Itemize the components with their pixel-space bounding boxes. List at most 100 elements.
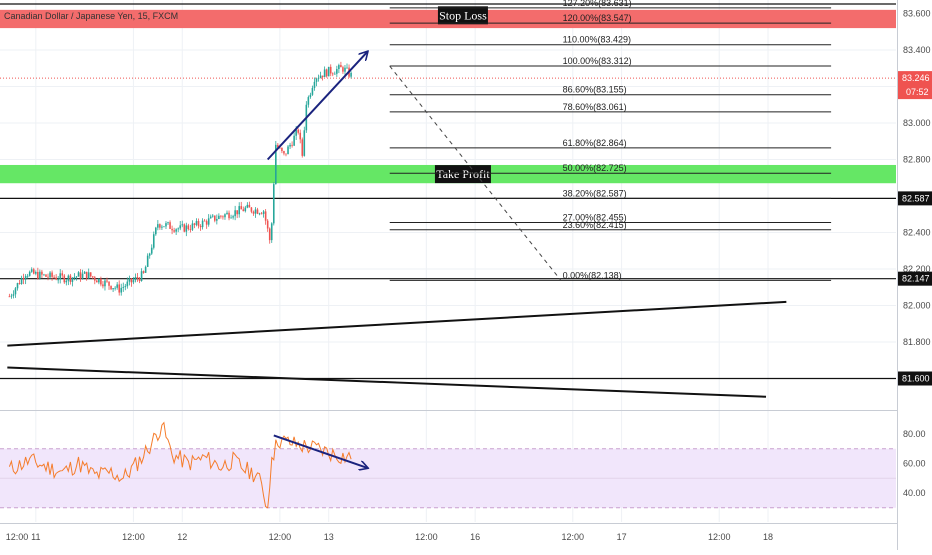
candle-body xyxy=(309,94,312,98)
time-tick-label: 12:00 xyxy=(415,532,438,542)
candle-body xyxy=(43,274,45,276)
candle-body xyxy=(285,153,287,155)
rsi-trend-arrow xyxy=(273,434,368,467)
fib-level-label: 27.00%(82.455) xyxy=(563,212,627,222)
price-tick-label: 82.200 xyxy=(903,264,931,274)
candle-body xyxy=(315,78,318,82)
candle-body xyxy=(65,280,68,283)
candle-body xyxy=(319,75,322,78)
candle-body xyxy=(325,69,328,77)
candle-body xyxy=(213,215,216,221)
time-tick-label: 12:00 xyxy=(269,532,292,542)
candle-body xyxy=(289,144,291,147)
candle-body xyxy=(291,144,293,146)
candle-body xyxy=(317,77,320,79)
candle-body xyxy=(207,218,210,225)
candle-body xyxy=(171,228,173,231)
candle-body xyxy=(165,223,167,227)
candle-body xyxy=(344,67,346,72)
candle-body xyxy=(283,151,285,154)
candle-body xyxy=(189,229,192,230)
candle-body xyxy=(244,207,247,212)
candle-body xyxy=(169,222,171,229)
candle-body xyxy=(53,276,55,278)
trendline xyxy=(7,300,787,347)
candle-body xyxy=(120,287,123,293)
candle-body xyxy=(47,276,49,278)
zone-label: Stop Loss xyxy=(439,8,487,22)
candle-body xyxy=(197,220,200,226)
candle-body xyxy=(181,224,184,226)
candle-body xyxy=(240,206,243,210)
candle-body xyxy=(106,280,108,282)
candle-body xyxy=(140,271,143,281)
candle-body xyxy=(79,272,82,279)
candle-body xyxy=(122,287,125,288)
candle-body xyxy=(12,294,15,296)
price-tick-label: 82.400 xyxy=(903,228,931,238)
trendline xyxy=(7,366,767,398)
candle-body xyxy=(311,87,314,95)
candle-body xyxy=(150,247,153,254)
candle-body xyxy=(179,225,182,229)
level-tag xyxy=(898,191,932,206)
fib-level-label: 127.20%(83.631) xyxy=(563,0,632,8)
candle-body xyxy=(270,223,273,241)
candle-body xyxy=(89,272,92,277)
candle-body xyxy=(57,279,59,281)
time-tick-label: 12:00 xyxy=(708,532,731,542)
candle-body xyxy=(77,272,80,277)
chart-title: Canadian Dollar / Japanese Yen, 15, FXCM xyxy=(4,11,178,21)
candle-body xyxy=(272,184,275,224)
level-tag-label: 82.147 xyxy=(902,274,930,284)
fib-level-label: 120.00%(83.547) xyxy=(563,13,632,23)
candle-body xyxy=(287,146,289,155)
trendlines xyxy=(7,300,787,398)
zone-label-box xyxy=(437,6,488,25)
candle-body xyxy=(116,284,118,288)
time-tick-label: 12:00 xyxy=(122,532,145,542)
price-axis: 83.60083.40083.20083.00082.80082.40082.2… xyxy=(898,0,932,550)
price-trend-arrow xyxy=(266,52,368,161)
price-tick-label: 82.000 xyxy=(903,301,931,311)
candle-body xyxy=(205,221,208,225)
candle-body xyxy=(18,283,21,284)
candle-body xyxy=(340,65,342,68)
candle-body xyxy=(191,223,194,230)
candle-body xyxy=(73,277,76,278)
candle-body xyxy=(331,73,334,75)
candle-body xyxy=(51,272,53,277)
candle-body xyxy=(157,224,159,228)
countdown-label: 07:52 xyxy=(906,87,929,97)
candle-body xyxy=(321,75,324,78)
candle-body xyxy=(16,283,19,289)
candle-body xyxy=(224,214,226,218)
candle-body xyxy=(201,220,204,228)
candle-body xyxy=(262,211,265,214)
candle-body xyxy=(110,285,112,290)
candle-body xyxy=(264,211,267,221)
candle-body xyxy=(195,220,198,225)
candle-body xyxy=(55,277,57,280)
candle-body xyxy=(301,139,304,156)
candle-body xyxy=(102,284,104,287)
candle-body xyxy=(185,225,188,232)
candle-body xyxy=(20,278,23,284)
zone-label: Take Profit xyxy=(436,167,490,181)
candle-body xyxy=(142,271,145,273)
candle-body xyxy=(28,271,31,276)
candle-body xyxy=(260,213,263,215)
fib-trend-dashed xyxy=(389,65,561,281)
fib-level-label: 50.00%(82.725) xyxy=(563,163,627,173)
candle-body xyxy=(118,284,120,293)
candle-body xyxy=(146,255,149,267)
fib-level-label: 61.80%(82.864) xyxy=(563,138,627,148)
candle-body xyxy=(258,213,261,215)
candle-body xyxy=(297,129,299,133)
candle-body xyxy=(329,66,332,74)
candle-body xyxy=(148,253,151,256)
candle-body xyxy=(175,229,177,232)
candle-body xyxy=(226,212,228,215)
candle-body xyxy=(193,223,196,225)
